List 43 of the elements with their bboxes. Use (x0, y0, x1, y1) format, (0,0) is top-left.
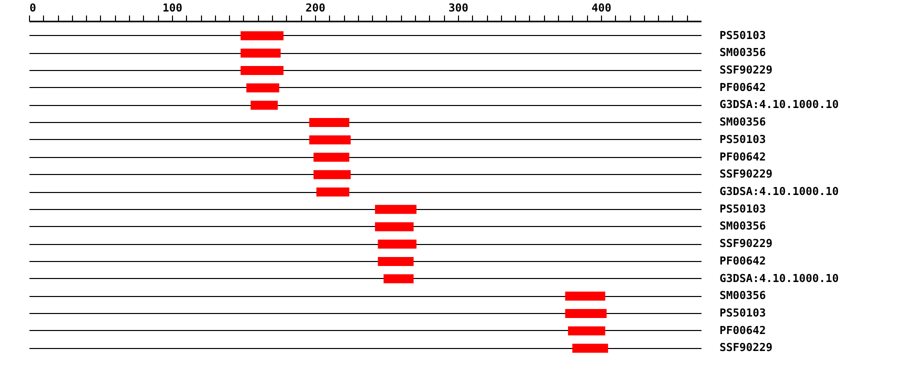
bar (378, 240, 416, 249)
bar (378, 256, 414, 266)
y-tick-label: PF00642 (720, 254, 766, 268)
bar (384, 274, 414, 284)
y-tick-label: PS50103 (720, 306, 766, 320)
x-tick-label: 200 (306, 2, 326, 14)
bar (375, 222, 414, 232)
y-tick-label: PS50103 (720, 132, 766, 146)
y-tick-label: PF00642 (720, 150, 766, 164)
y-tick-label: SSF90229 (720, 63, 772, 76)
bar (250, 100, 278, 110)
x-tick-label: 300 (448, 2, 468, 14)
bar (314, 170, 351, 180)
bar (565, 309, 607, 318)
bar (309, 118, 350, 128)
bar (240, 31, 284, 40)
bar (375, 204, 416, 214)
bar (246, 83, 280, 92)
x-tick-label: 100 (162, 2, 182, 14)
y-tick-label: SM00356 (720, 289, 766, 302)
x-tick-label: 400 (591, 2, 612, 14)
bar (565, 292, 606, 301)
bar (572, 344, 608, 353)
y-tick-label: PS50103 (720, 28, 766, 42)
y-tick-label: PF00642 (720, 324, 766, 337)
y-tick-label: G3DSA:4.10.1000.10 (720, 98, 839, 112)
bar (568, 326, 606, 336)
bar (314, 152, 350, 162)
x-tick-label: 0 (30, 2, 36, 14)
y-tick-label: PS50103 (720, 202, 766, 216)
y-tick-label: SSF90229 (720, 341, 772, 354)
y-tick-label: SSF90229 (720, 237, 772, 250)
y-tick-label: SM00356 (720, 220, 766, 233)
y-tick-label: G3DSA:4.10.1000.10 (720, 272, 839, 285)
y-tick-label: G3DSA:4.10.1000.10 (720, 185, 839, 198)
bar (240, 48, 281, 58)
bar (240, 66, 284, 75)
y-tick-label: SM00356 (720, 46, 766, 60)
y-tick-label: SSF90229 (720, 168, 772, 181)
y-tick-label: PF00642 (720, 80, 766, 94)
y-tick-label: SM00356 (720, 116, 766, 129)
bar (316, 188, 350, 196)
bar (309, 135, 351, 144)
